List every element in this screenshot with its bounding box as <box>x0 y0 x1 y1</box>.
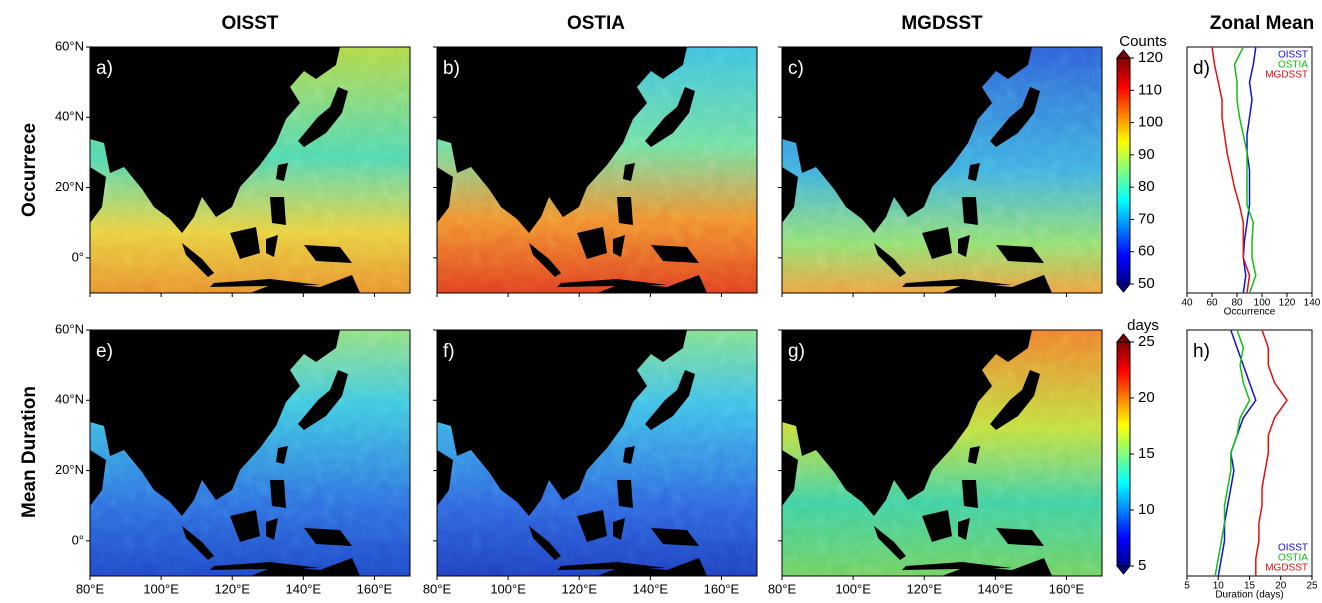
map-frame <box>436 46 758 294</box>
legend-entry: OISST <box>1278 50 1308 61</box>
x-tick-label: 160°E <box>357 581 393 596</box>
x-tick-label: 10 <box>1213 581 1225 592</box>
colorbar-tick-label: 20 <box>1138 389 1155 406</box>
x-tick-label: 25 <box>1306 581 1318 592</box>
colorbar-tick-label: 100 <box>1138 114 1163 131</box>
zonal-line <box>1233 46 1257 294</box>
colorbar-tick-label: 110 <box>1138 81 1162 98</box>
x-tick-label: 100°E <box>835 581 871 596</box>
x-tick-label: 140°E <box>633 581 669 596</box>
map-panel: b) <box>433 46 758 297</box>
colorbar-tick-label: 5 <box>1138 557 1146 574</box>
y-tick-label: 60°N <box>55 321 84 336</box>
x-tick-label: 80°E <box>768 581 797 596</box>
map-frame <box>89 46 411 294</box>
legend-entry: OSTIA <box>1278 553 1308 564</box>
x-tick-label: 140 <box>1304 298 1321 309</box>
colorbar-tick-label: 15 <box>1138 445 1155 462</box>
colorbar-tick-label: 70 <box>1138 210 1155 227</box>
colorbar-tick-label: 10 <box>1138 501 1155 518</box>
x-tick-label: 60 <box>1206 298 1218 309</box>
zonal-line <box>1211 46 1251 294</box>
map-frame <box>436 329 758 577</box>
x-tick-label: 160°E <box>704 581 740 596</box>
x-tick-label: 40 <box>1181 298 1193 309</box>
x-tick-label: 120°E <box>906 581 942 596</box>
colorbar <box>1116 57 1131 285</box>
map-panel: e) 60°N 40°N 20°N 0° 80°E 100°E 120°E 140°E 160°E <box>55 321 411 596</box>
colorbar-tick-label: 90 <box>1138 146 1155 163</box>
x-tick-label: 100°E <box>143 581 179 596</box>
legend-entry: MGDSST <box>1265 563 1308 574</box>
colorbar-title: Counts <box>1119 33 1167 50</box>
map-panel: c) <box>778 46 1103 297</box>
column-title: OSTIA <box>567 13 625 34</box>
x-axis-label: Duration (days) <box>1215 590 1283 601</box>
panel-label: g) <box>788 341 805 362</box>
panel-label: c) <box>788 58 804 79</box>
y-tick-label: 20°N <box>55 462 84 477</box>
colorbar-cap <box>1115 283 1132 293</box>
x-tick-label: 140°E <box>286 581 322 596</box>
x-tick-label: 160°E <box>1049 581 1085 596</box>
legend-entry: MGDSST <box>1265 70 1308 81</box>
x-tick-label: 100°E <box>490 581 526 596</box>
x-tick-label: 15 <box>1244 581 1256 592</box>
x-tick-label: 5 <box>1184 581 1190 592</box>
x-tick-label: 100 <box>1254 298 1271 309</box>
y-tick-label: 40°N <box>55 109 84 124</box>
y-tick-label: 20°N <box>55 179 84 194</box>
y-tick-label: 0° <box>72 249 84 264</box>
colorbar <box>1116 341 1131 567</box>
colorbar-tick-label: 80 <box>1138 178 1155 195</box>
x-tick-label: 140°E <box>978 581 1014 596</box>
panel-label: a) <box>96 58 113 79</box>
map-frame <box>781 329 1103 577</box>
colorbar-tick-label: 60 <box>1138 243 1155 260</box>
row-title: Mean Duration <box>19 386 40 518</box>
y-tick-label: 40°N <box>55 392 84 407</box>
column-title: OISST <box>221 13 278 34</box>
x-tick-label: 80°E <box>76 581 105 596</box>
x-tick-label: 80 <box>1231 298 1243 309</box>
legend-entry: OISST <box>1278 543 1308 554</box>
map-panel: f) 80°E 100°E 120°E 140°E 160°E <box>423 329 758 596</box>
row-title: Occurrece <box>19 123 40 217</box>
colorbar-cap <box>1115 49 1132 59</box>
colorbar-tick-label: 50 <box>1138 275 1155 292</box>
panel-label: h) <box>1193 341 1210 362</box>
map-frame <box>781 46 1103 294</box>
panel-label: e) <box>96 341 113 362</box>
y-tick-label: 60°N <box>55 38 84 53</box>
colorbar-cap <box>1115 333 1132 343</box>
map-frame <box>89 329 411 577</box>
zonal-line <box>1255 329 1288 576</box>
colorbar-tick-label: 25 <box>1138 333 1155 350</box>
zonal-line <box>1214 329 1251 577</box>
x-tick-label: 20 <box>1275 581 1287 592</box>
legend-entry: OSTIA <box>1278 60 1308 71</box>
colorbar-cap <box>1115 565 1132 575</box>
panel-label: b) <box>443 58 460 79</box>
panel-label: f) <box>443 341 455 362</box>
column-title: MGDSST <box>901 13 983 34</box>
plot-frame <box>1186 329 1313 577</box>
x-tick-label: 80°E <box>423 581 452 596</box>
x-tick-label: 120°E <box>561 581 597 596</box>
panel-label: d) <box>1193 58 1210 79</box>
map-panel: g) 80°E 100°E 120°E 140°E 160°E <box>768 329 1103 596</box>
colorbar-title: days <box>1127 317 1159 334</box>
map-panel: a) 60°N 40°N 20°N 0° <box>55 38 411 297</box>
colorbar-tick-label: 120 <box>1138 49 1163 66</box>
x-axis-label: Occurrence <box>1224 307 1276 318</box>
column-title: Zonal Mean <box>1210 13 1315 34</box>
x-tick-label: 120 <box>1279 298 1296 309</box>
x-tick-label: 120°E <box>214 581 250 596</box>
y-tick-label: 0° <box>72 532 84 547</box>
